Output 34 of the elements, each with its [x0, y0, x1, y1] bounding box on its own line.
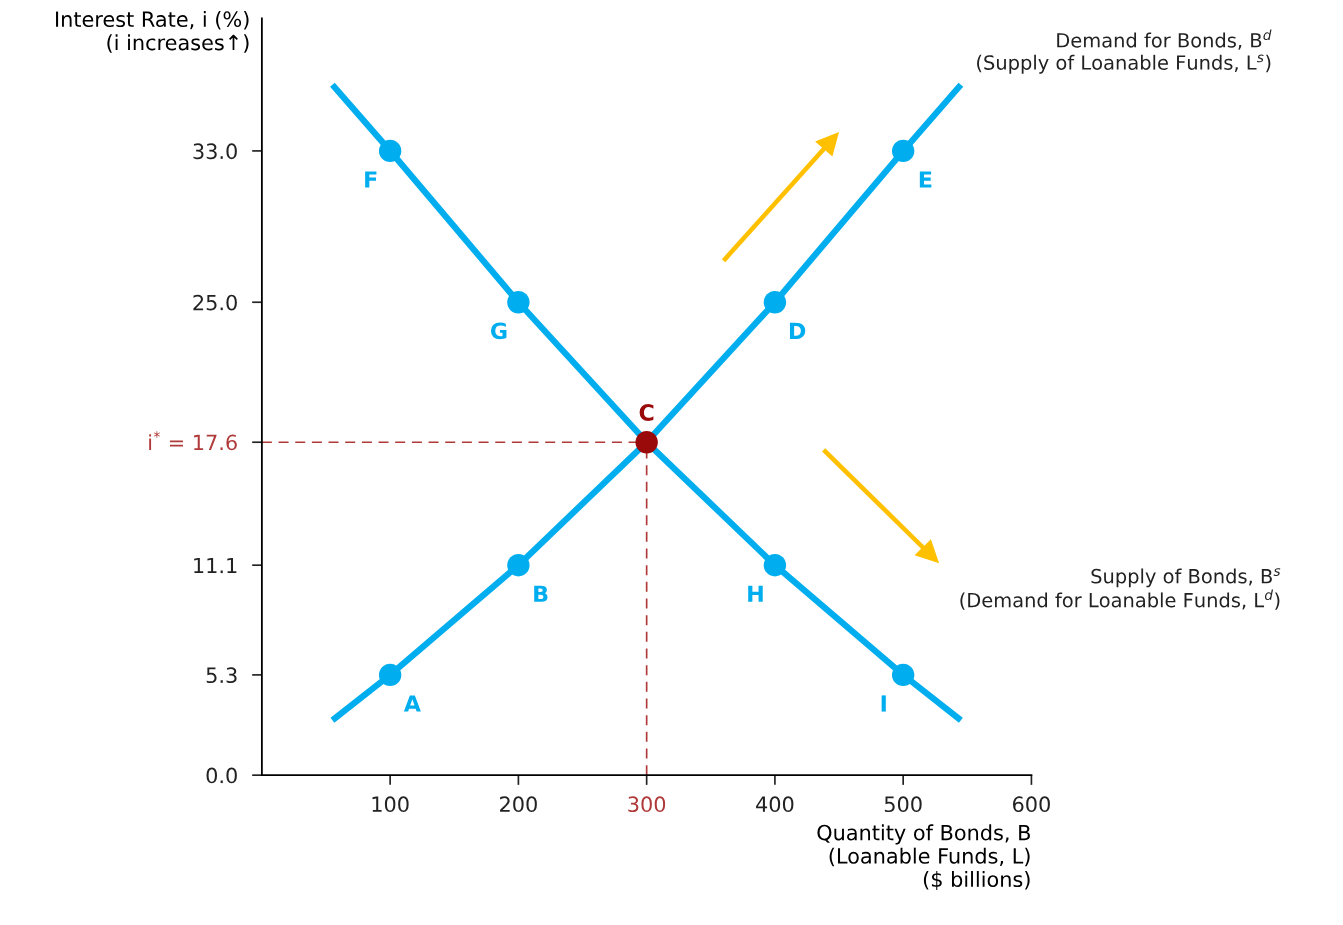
point — [507, 291, 530, 314]
y-tick-label: 11.1 — [194, 557, 237, 574]
x-tick-label: 400 — [756, 796, 794, 813]
y-axis-title: Interest Rate, i (%) (i increases↑) — [56, 10, 249, 53]
x-tick-label: 600 — [1013, 796, 1050, 813]
y-tick-label: 5.3 — [206, 667, 237, 684]
y-tick-label: 0.0 — [206, 767, 237, 784]
annotation: F — [365, 171, 377, 188]
x-tick-label: 500 — [884, 796, 922, 813]
annotation: G — [490, 322, 507, 340]
point — [891, 663, 915, 687]
point — [507, 553, 530, 577]
point — [378, 139, 402, 163]
annotation: I — [881, 695, 886, 712]
point — [378, 663, 402, 687]
annotation: B — [534, 585, 548, 602]
text: Supply of Bonds, B$^{s}$ (Demand for Loanable Funds, L$^{d}$) — [960, 568, 1281, 610]
x-tick-label: 100 — [372, 796, 409, 813]
y-tick-label: 33.0 — [193, 143, 237, 160]
x-tick-label: 200 — [500, 796, 537, 813]
point — [763, 291, 787, 314]
annotation: H — [748, 585, 763, 602]
point — [891, 139, 915, 163]
x-tick-label: 300 — [628, 796, 666, 813]
annotation: E — [919, 171, 932, 188]
point — [635, 431, 658, 454]
series-label: Demand for Bonds, B$^{d}$ (Supply of Loanable Funds, L$^{s}$) — [977, 29, 1272, 74]
x-axis-title: Quantity of Bonds, B (Loanable Funds, L) ($ billions) — [817, 824, 1030, 890]
annotation: A — [403, 695, 421, 712]
point — [763, 553, 787, 577]
annotation: D — [789, 322, 806, 339]
annotation: C — [639, 404, 654, 421]
y-tick-label: 25.0 — [193, 294, 237, 311]
y-tick-label: i$^{*}$ = 17.6 — [149, 431, 237, 451]
